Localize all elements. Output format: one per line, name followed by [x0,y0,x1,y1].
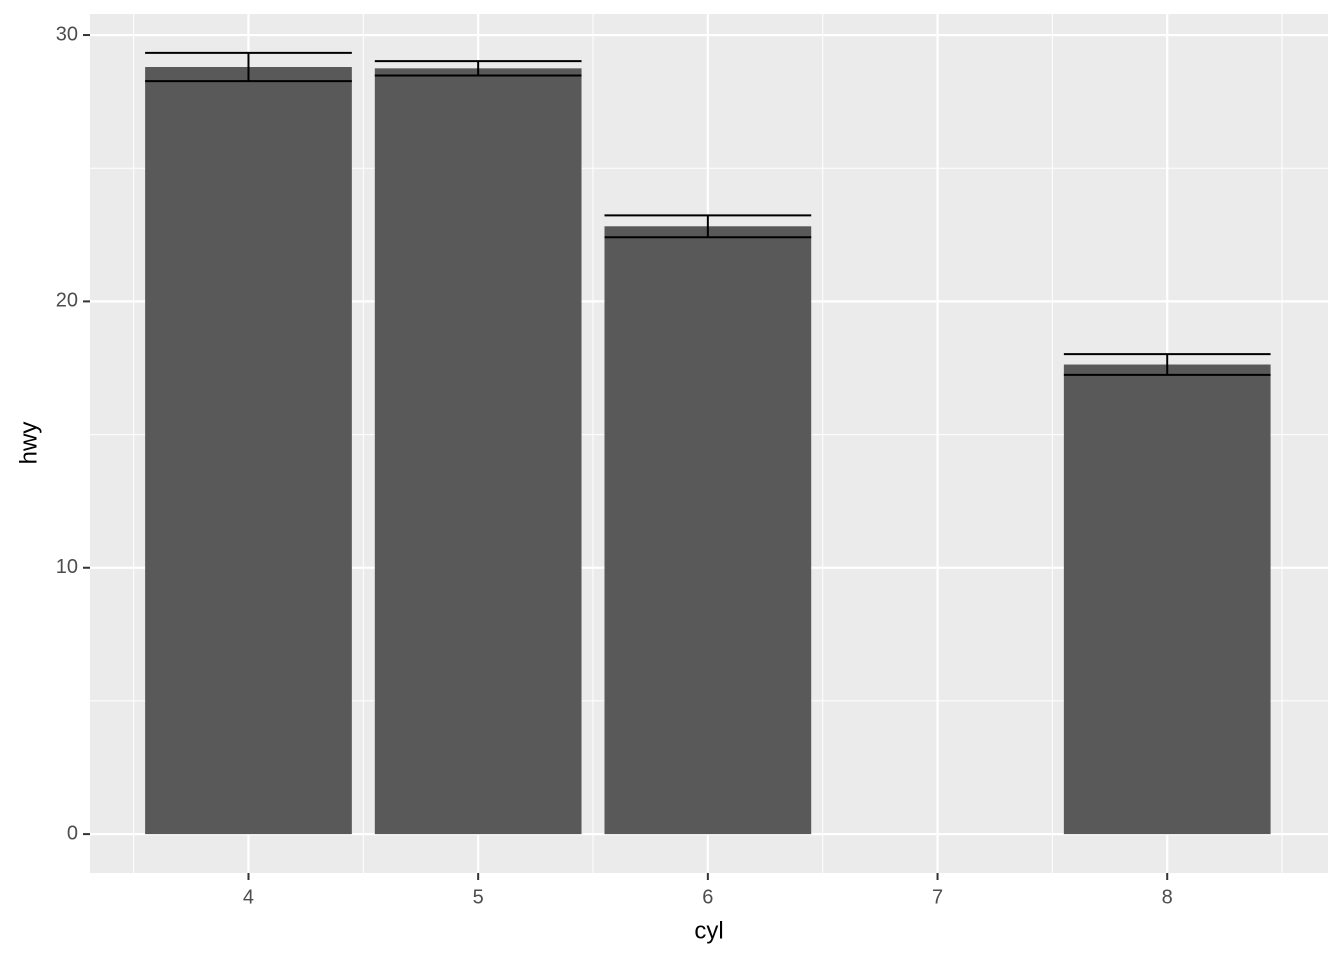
x-axis-title: cyl [694,917,723,944]
bar [374,68,582,835]
y-tick-label: 20 [56,290,78,312]
bar [1063,364,1271,835]
marks [145,51,1271,835]
error-bar [145,51,352,83]
y-axis-title: hwy [15,422,42,465]
y-tick-label: 10 [56,556,78,578]
y-tick-label: 30 [56,23,78,45]
x-tick-label: 5 [473,886,484,908]
bar [604,226,812,835]
bar [145,67,352,835]
x-tick-label: 7 [932,886,943,908]
error-bar [604,214,812,239]
x-tick-label: 8 [1162,886,1173,908]
x-tick-label: 6 [702,886,713,908]
error-bar [1063,353,1271,376]
x-tick-label: 4 [243,886,254,908]
y-tick-label: 0 [67,822,78,844]
error-bar [374,60,582,77]
